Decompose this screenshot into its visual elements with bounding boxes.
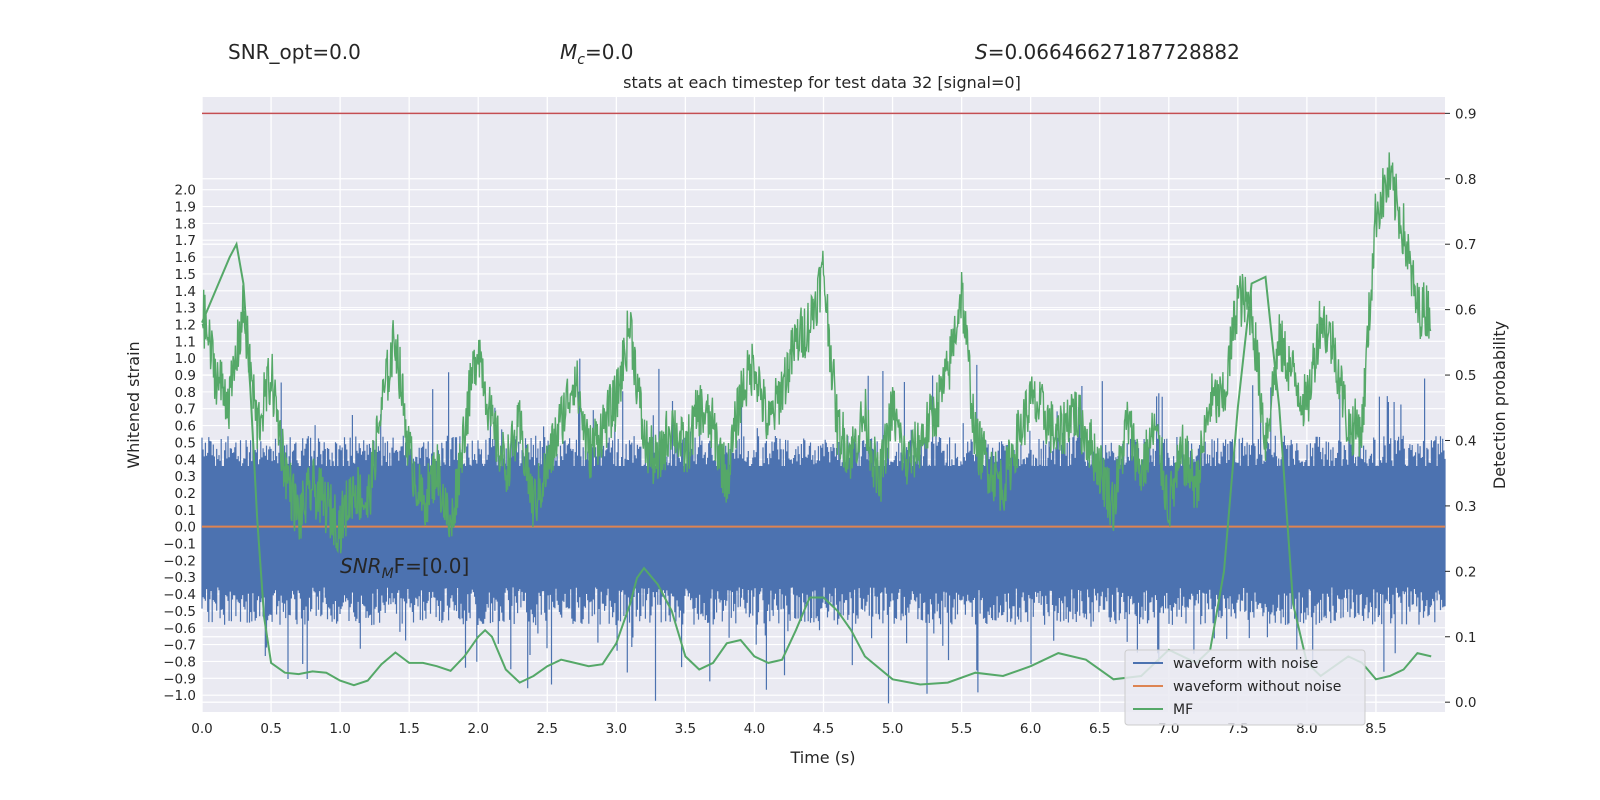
x-tick-label: 4.5: [813, 721, 834, 737]
y-left-tick-label: 1.5: [175, 267, 196, 283]
legend-entry-noise: waveform with noise: [1173, 656, 1318, 672]
y-right-tick-label: 0.8: [1455, 172, 1476, 188]
s-label: S=0.06646627187728882: [975, 40, 1240, 64]
s-symbol: S: [975, 40, 988, 64]
y-left-tick-label: −0.5: [163, 604, 196, 620]
x-tick-label: 2.0: [467, 721, 488, 737]
mc-label: Mc=0.0: [560, 40, 634, 68]
y-left-tick-label: −0.3: [163, 570, 196, 586]
y-left-tick-label: −0.1: [163, 537, 196, 553]
y-left-tick-label: 0.9: [175, 368, 196, 384]
tick-layer: 0.0 0.5 1.0 1.5 2.0 2.5 3.0 3.5 4.0 4.5 5.0 5.5 6.0 6…: [163, 106, 1476, 737]
y-right-tick-label: 0.3: [1455, 499, 1476, 515]
x-axis-label: Time (s): [789, 748, 855, 767]
y-right-tick-label: 0.1: [1455, 630, 1476, 646]
chart-title: stats at each timestep for test data 32 …: [623, 73, 1021, 92]
y-left-tick-label: 1.2: [175, 317, 196, 333]
y-left-tick-label: 1.4: [175, 284, 196, 300]
x-tick-label: 5.0: [882, 721, 903, 737]
legend-box: [1124, 649, 1366, 726]
x-tick-label: 6.5: [1089, 721, 1110, 737]
y-right-tick-label: 0.9: [1455, 106, 1476, 122]
legend-entry-mf: MF: [1173, 702, 1193, 718]
y-left-tick-label: 1.3: [175, 301, 196, 317]
annotation-subscript: M: [382, 566, 394, 582]
y-left-tick-label: 0.5: [175, 435, 196, 451]
y-left-tick-label: 0.4: [175, 452, 196, 468]
y-left-tick-label: 1.7: [175, 233, 196, 249]
y-left-tick-label: 1.6: [175, 250, 196, 266]
x-tick-label: 8.5: [1365, 721, 1386, 737]
y-left-tick-label: 1.1: [175, 334, 196, 350]
y-left-tick-label: −0.8: [163, 654, 196, 670]
legend-entry-clean: waveform without noise: [1173, 679, 1341, 695]
y-left-tick-label: −0.2: [163, 553, 196, 569]
x-tick-label: 0.0: [191, 721, 212, 737]
y-left-tick-label: 2.0: [175, 183, 196, 199]
y-left-tick-label: 0.6: [175, 419, 196, 435]
y-right-axis-label: Detection probability: [1490, 321, 1509, 489]
y-right-tick-label: 0.4: [1455, 433, 1476, 449]
y-right-tick-label: 0.7: [1455, 237, 1476, 253]
y-left-tick-label: 0.0: [175, 520, 196, 536]
x-tick-label: 2.5: [537, 721, 558, 737]
snr-mf-annotation: SNRMF=[0.0]: [340, 554, 469, 582]
y-left-tick-label: −0.9: [163, 671, 196, 687]
snr-opt-label: SNR_opt=0.0: [228, 40, 361, 64]
y-left-tick-label: 0.7: [175, 402, 196, 418]
y-left-tick-label: −0.6: [163, 621, 196, 637]
line-series-layer: [201, 112, 1445, 687]
s-value: =0.06646627187728882: [988, 40, 1240, 64]
annotation-prefix: SNR: [340, 554, 382, 578]
y-left-tick-label: 1.9: [175, 200, 196, 216]
series-mf: [201, 241, 1432, 687]
x-tick-label: 5.5: [951, 721, 972, 737]
x-tick-label: 4.0: [744, 721, 765, 737]
y-left-tick-label: 1.0: [175, 351, 196, 367]
y-left-axis-label: Whitened strain: [124, 341, 143, 468]
y-left-tick-label: 1.8: [175, 216, 196, 232]
y-right-tick-label: 0.6: [1455, 303, 1476, 319]
mc-subscript: c: [577, 52, 585, 68]
y-left-tick-label: −1.0: [163, 688, 196, 704]
y-left-tick-label: 0.2: [175, 486, 196, 502]
mc-value: =0.0: [585, 40, 634, 64]
y-right-tick-label: 0.2: [1455, 564, 1476, 580]
x-tick-label: 1.0: [329, 721, 350, 737]
legend: waveform with noise waveform without noi…: [1124, 649, 1366, 726]
y-left-tick-label: −0.7: [163, 638, 196, 654]
series-detection-probability: [201, 152, 1432, 554]
x-tick-label: 3.5: [675, 721, 696, 737]
annotation-suffix: F=[0.0]: [394, 554, 470, 578]
x-tick-label: 0.5: [260, 721, 281, 737]
y-left-tick-label: −0.4: [163, 587, 196, 603]
y-left-tick-label: 0.3: [175, 469, 196, 485]
y-left-tick-label: 0.1: [175, 503, 196, 519]
y-right-tick-label: 0.0: [1455, 695, 1476, 711]
x-tick-label: 3.0: [606, 721, 627, 737]
x-tick-label: 1.5: [398, 721, 419, 737]
y-left-tick-label: 0.8: [175, 385, 196, 401]
mc-symbol: M: [560, 40, 577, 64]
y-right-tick-label: 0.5: [1455, 368, 1476, 384]
x-tick-label: 6.0: [1020, 721, 1041, 737]
